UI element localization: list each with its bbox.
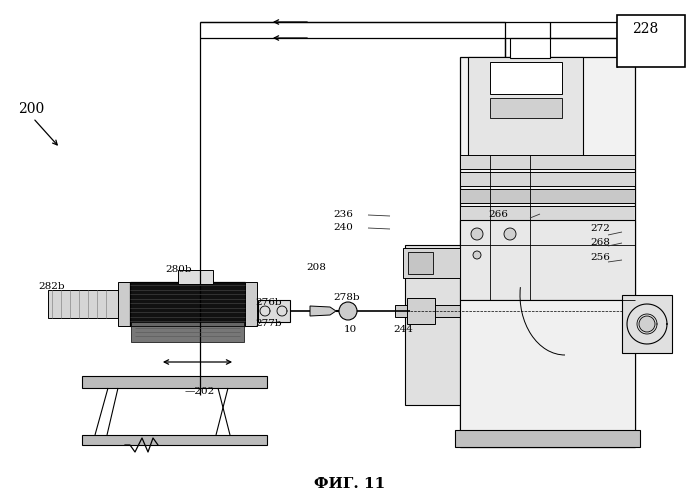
Bar <box>131 322 244 326</box>
Bar <box>408 252 433 274</box>
Text: 228: 228 <box>632 22 658 36</box>
Text: 272: 272 <box>590 224 610 233</box>
Text: 266: 266 <box>488 210 508 219</box>
Bar <box>405 245 460 405</box>
Text: 268: 268 <box>590 238 610 247</box>
Text: 277b: 277b <box>255 319 282 328</box>
Bar <box>245 282 257 326</box>
Text: 208: 208 <box>306 263 326 272</box>
Text: 278b: 278b <box>333 293 359 302</box>
Bar <box>118 282 130 326</box>
Bar <box>82 376 267 388</box>
Bar <box>490 62 562 94</box>
Bar <box>622 295 672 353</box>
Text: 256: 256 <box>590 253 610 262</box>
Bar <box>510 38 550 58</box>
Text: 244: 244 <box>393 325 413 334</box>
Circle shape <box>339 302 357 320</box>
Bar <box>131 326 244 342</box>
Bar <box>460 300 635 445</box>
Text: ФИГ. 11: ФИГ. 11 <box>315 477 386 491</box>
Bar <box>460 155 635 169</box>
Bar <box>82 435 267 445</box>
Bar <box>490 98 562 118</box>
Circle shape <box>471 228 483 240</box>
Bar <box>48 290 118 318</box>
Bar <box>468 57 583 157</box>
Circle shape <box>504 228 516 240</box>
Bar <box>460 220 635 300</box>
Bar <box>178 270 213 284</box>
Polygon shape <box>310 306 336 316</box>
Bar <box>407 298 435 324</box>
Text: 240: 240 <box>333 223 353 232</box>
Bar <box>455 430 640 447</box>
Bar <box>395 305 470 317</box>
Text: 200: 200 <box>18 102 44 116</box>
Bar <box>460 57 635 447</box>
Text: —202: —202 <box>185 387 215 396</box>
Text: 236: 236 <box>333 210 353 219</box>
Bar <box>130 282 245 326</box>
Bar <box>258 300 290 322</box>
Text: 280b: 280b <box>165 265 192 274</box>
Text: 282b: 282b <box>38 282 64 291</box>
Bar <box>460 206 635 220</box>
Text: 276b: 276b <box>255 298 282 307</box>
Bar <box>460 189 635 203</box>
Bar <box>617 15 685 67</box>
Bar <box>460 172 635 186</box>
Circle shape <box>639 316 655 332</box>
Circle shape <box>473 251 481 259</box>
Bar <box>403 248 460 278</box>
Text: 10: 10 <box>344 325 357 334</box>
